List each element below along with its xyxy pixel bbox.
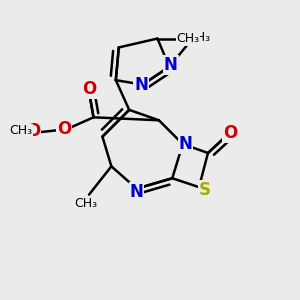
Text: CH₃: CH₃: [9, 124, 32, 137]
Text: O: O: [26, 122, 40, 140]
Text: O: O: [82, 80, 96, 98]
Text: CH₃: CH₃: [187, 32, 210, 44]
Text: CH₃: CH₃: [74, 197, 98, 210]
Text: O: O: [223, 124, 237, 142]
Text: S: S: [198, 181, 210, 199]
Text: N: N: [179, 135, 193, 153]
Text: N: N: [130, 183, 144, 201]
Text: CH₃: CH₃: [176, 32, 199, 45]
Text: N: N: [164, 56, 178, 74]
Text: O: O: [57, 120, 71, 138]
Text: N: N: [134, 76, 148, 94]
